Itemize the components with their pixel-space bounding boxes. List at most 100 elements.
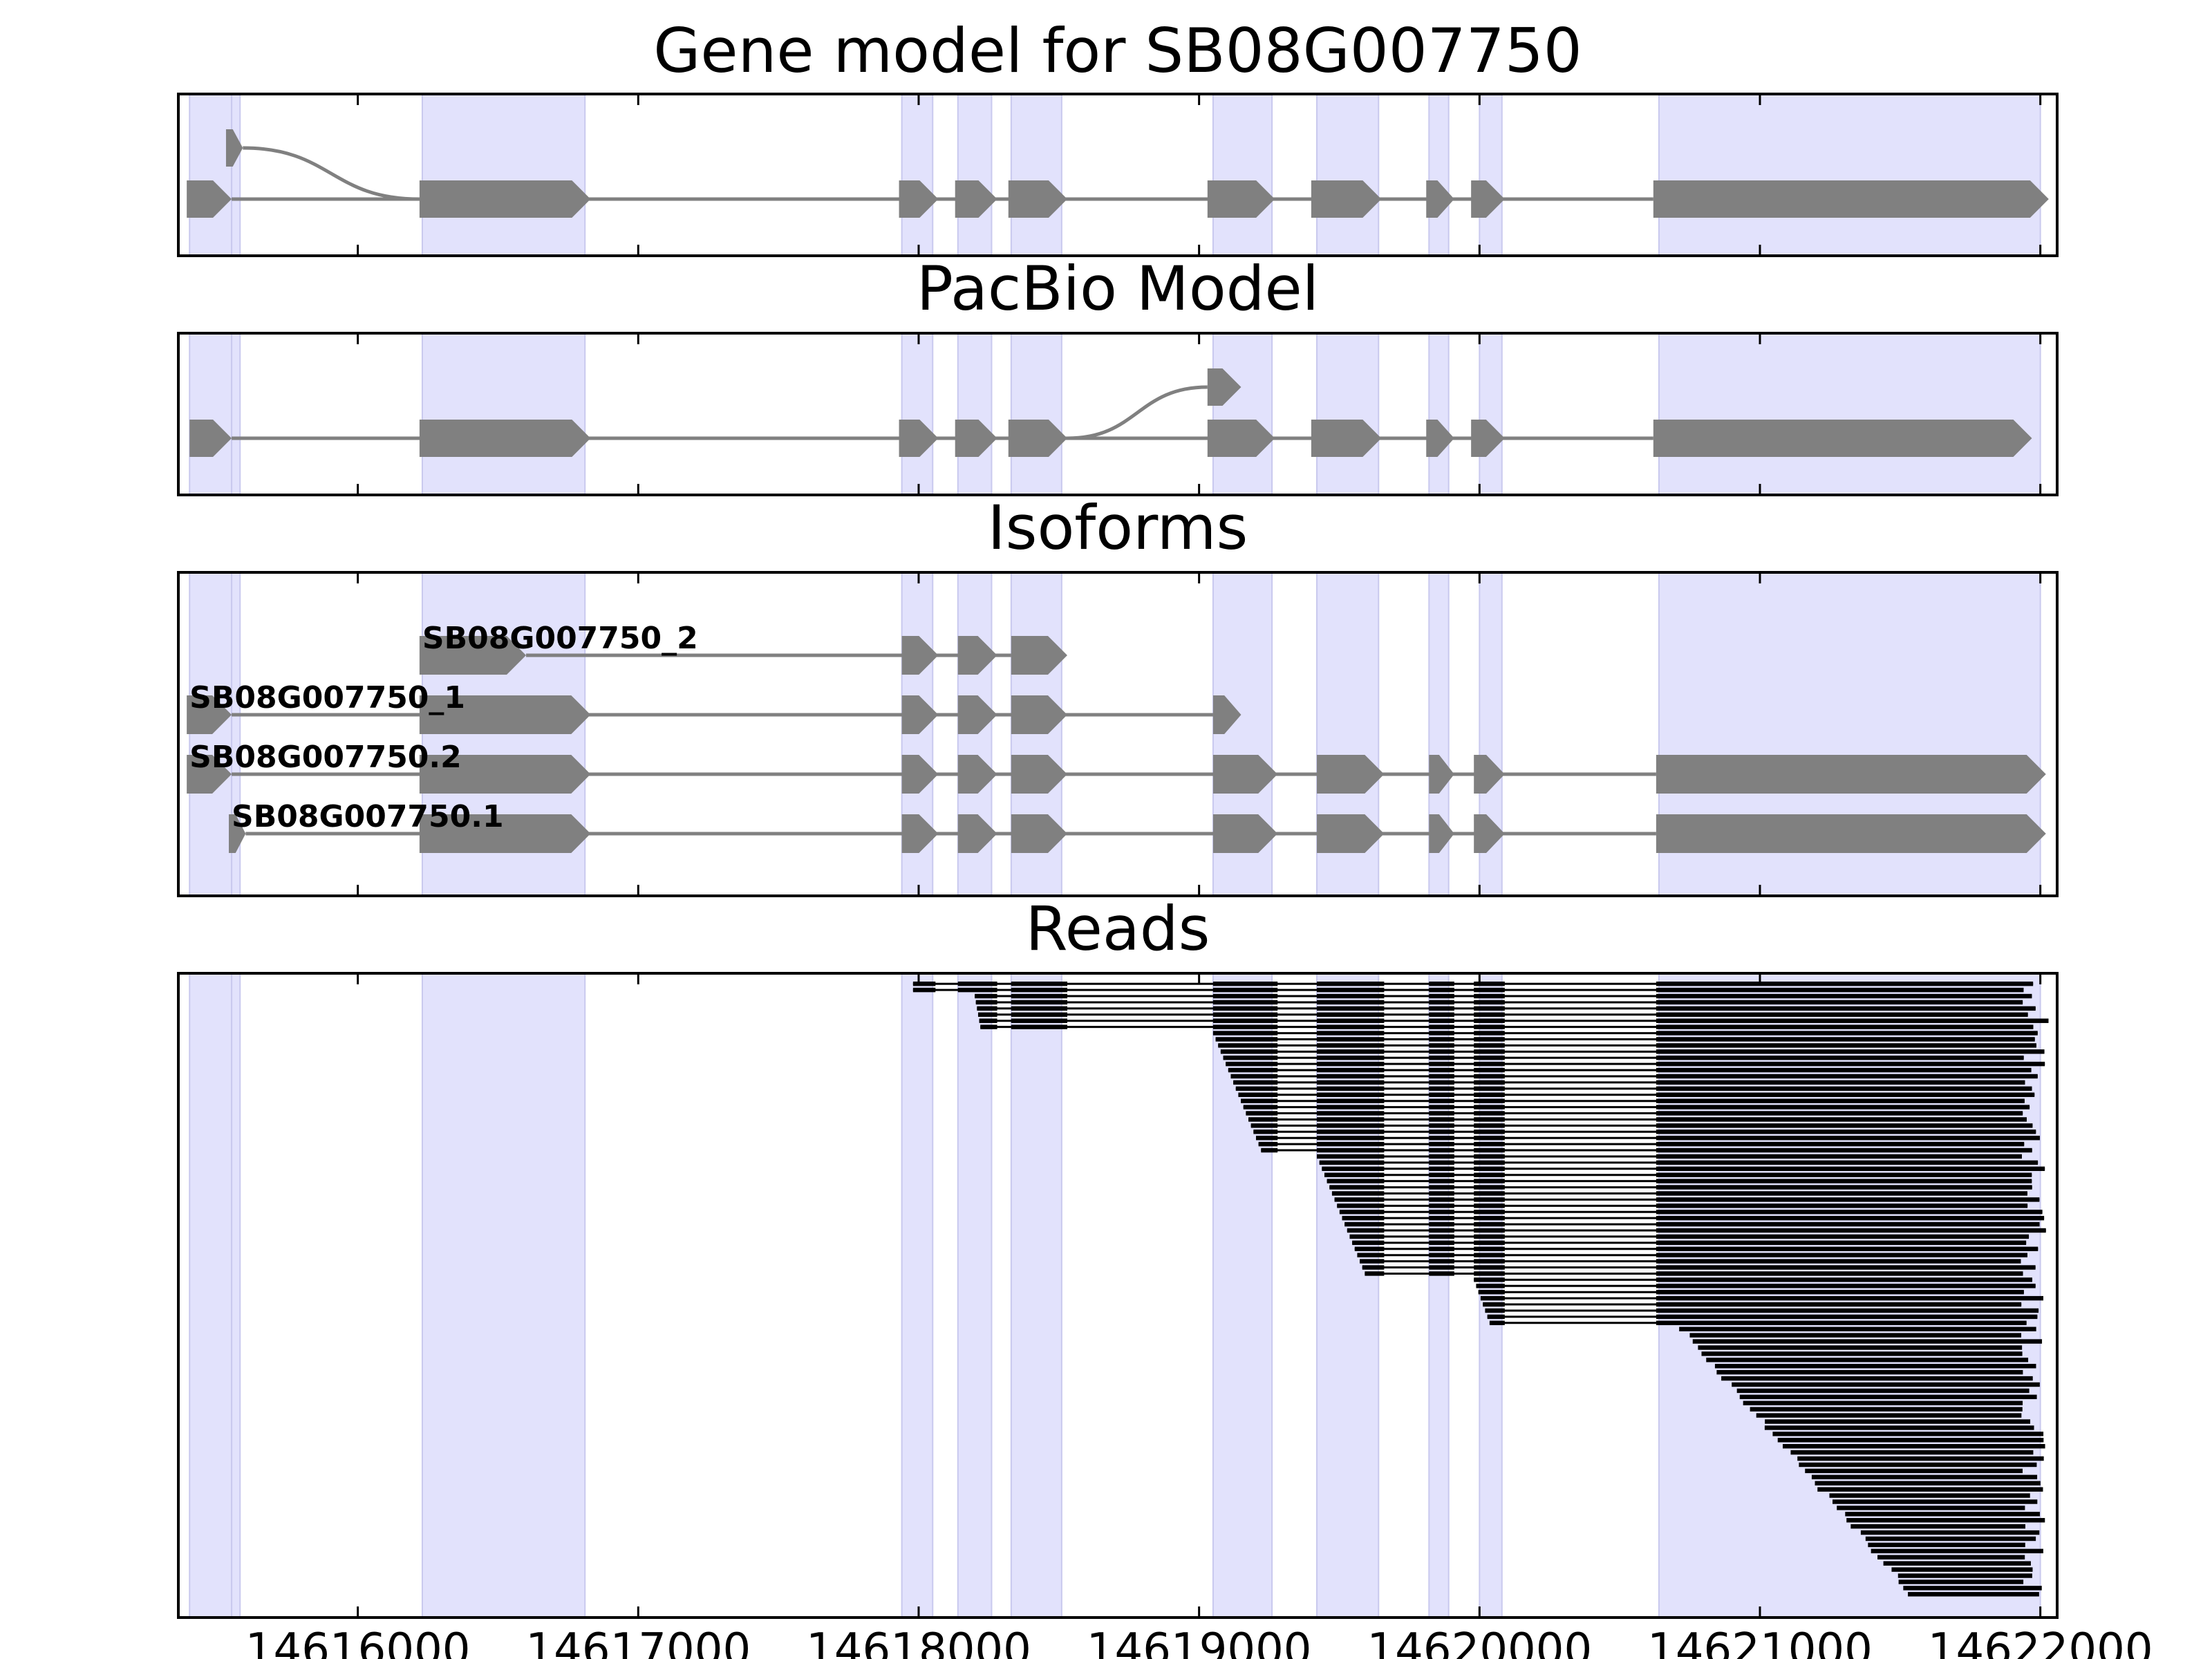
read-block [1474,1136,1505,1141]
exon-block [419,636,527,675]
highlight-region [957,332,993,496]
read-block [1258,1141,1278,1147]
read-block [1362,1265,1385,1270]
exon-block [1317,814,1385,853]
highlight-region [1658,332,2041,496]
exon-block [189,420,232,457]
read-block [1360,1259,1385,1264]
read-block [1011,1000,1067,1005]
read-block [1324,1172,1385,1177]
read-block [1317,1000,1385,1005]
read-block [1212,1006,1278,1011]
read-block [1317,1147,1385,1153]
isoform-label: SB08G007750_1 [189,680,465,715]
read-block [1215,1037,1278,1042]
read-block [1317,1031,1385,1035]
read-block [1474,1221,1505,1227]
read-block [1474,1185,1505,1190]
read-block [1656,1302,2022,1307]
read-block [1739,1394,2037,1400]
read-block [1317,1043,1385,1048]
read-block [1011,1006,1067,1011]
read-block [1317,1012,1385,1018]
read-block [1656,1037,2035,1042]
pacbio-model-panel: PacBio Model [177,253,2059,496]
highlight-region [901,973,934,1618]
isoform-label: SB08G007750.1 [232,799,504,834]
read-block [1474,1172,1505,1177]
read-block [1429,993,1454,999]
read-block [1365,1271,1385,1276]
exon-block [957,636,997,675]
exon-block [419,180,591,218]
read-block [1429,1098,1454,1103]
read-block [1474,1105,1505,1109]
read-block [1317,1141,1385,1147]
exon-block [1317,755,1385,794]
read-block [1429,1080,1454,1085]
read-block [1656,1215,2045,1221]
read-block [1897,1573,2032,1578]
read-block [1218,1043,1278,1048]
read-block [1329,1185,1385,1190]
read-block [1011,982,1067,986]
highlight-region [189,973,233,1618]
read-block [1429,1179,1454,1183]
read-block [1429,1031,1454,1035]
exon-block [1653,180,2049,218]
exon-block [1429,755,1454,794]
read-block [1317,1018,1385,1023]
read-block [1342,1215,1385,1221]
read-block [1429,1006,1454,1011]
read-block [1474,982,1505,986]
exon-block [225,129,243,167]
read-block [1212,1000,1278,1005]
exon-block [901,695,939,734]
read-block [1223,1056,1278,1060]
read-block [1805,1468,2023,1474]
read-block [1317,1024,1385,1029]
exon-block [1011,636,1067,675]
read-block [1357,1253,1385,1257]
read-block [1352,1240,1385,1246]
read-block [1716,1369,2023,1375]
read-block [1317,1080,1385,1085]
read-block [1317,1136,1385,1141]
read-block [1344,1221,1385,1227]
read-block [1011,987,1067,993]
read-block [1212,993,1278,999]
read-block [1261,1147,1278,1153]
read-block [1474,1253,1505,1257]
read-block [1241,1098,1278,1103]
read-block [1656,1253,2028,1257]
read-block [1429,1271,1454,1276]
read-block [1474,993,1505,999]
read-block [1429,1234,1454,1239]
panel-frame [177,332,2059,496]
read-block [1429,1117,1454,1122]
read-block [1474,1031,1505,1035]
read-block [1656,1228,2046,1233]
exon-block [901,814,939,853]
read-block [980,1024,997,1029]
read-block [1429,1228,1454,1233]
read-block [1429,1111,1454,1116]
read-block [1255,1136,1278,1141]
read-block [1334,1197,1385,1202]
read-block [1250,1123,1278,1128]
read-block [1474,1092,1505,1097]
read-block [1243,1105,1278,1109]
read-block [1860,1530,2040,1535]
exon-block [419,814,591,853]
read-block [1476,1284,1505,1288]
read-block [1474,1080,1505,1085]
read-block [1429,1043,1454,1048]
exon-block [419,695,591,734]
read-block [1327,1179,1385,1183]
panel-title: PacBio Model [917,253,1319,324]
read-block [1764,1425,2034,1430]
read-block [1429,1141,1454,1147]
read-block [1474,1056,1505,1060]
read-block [1429,1253,1454,1257]
